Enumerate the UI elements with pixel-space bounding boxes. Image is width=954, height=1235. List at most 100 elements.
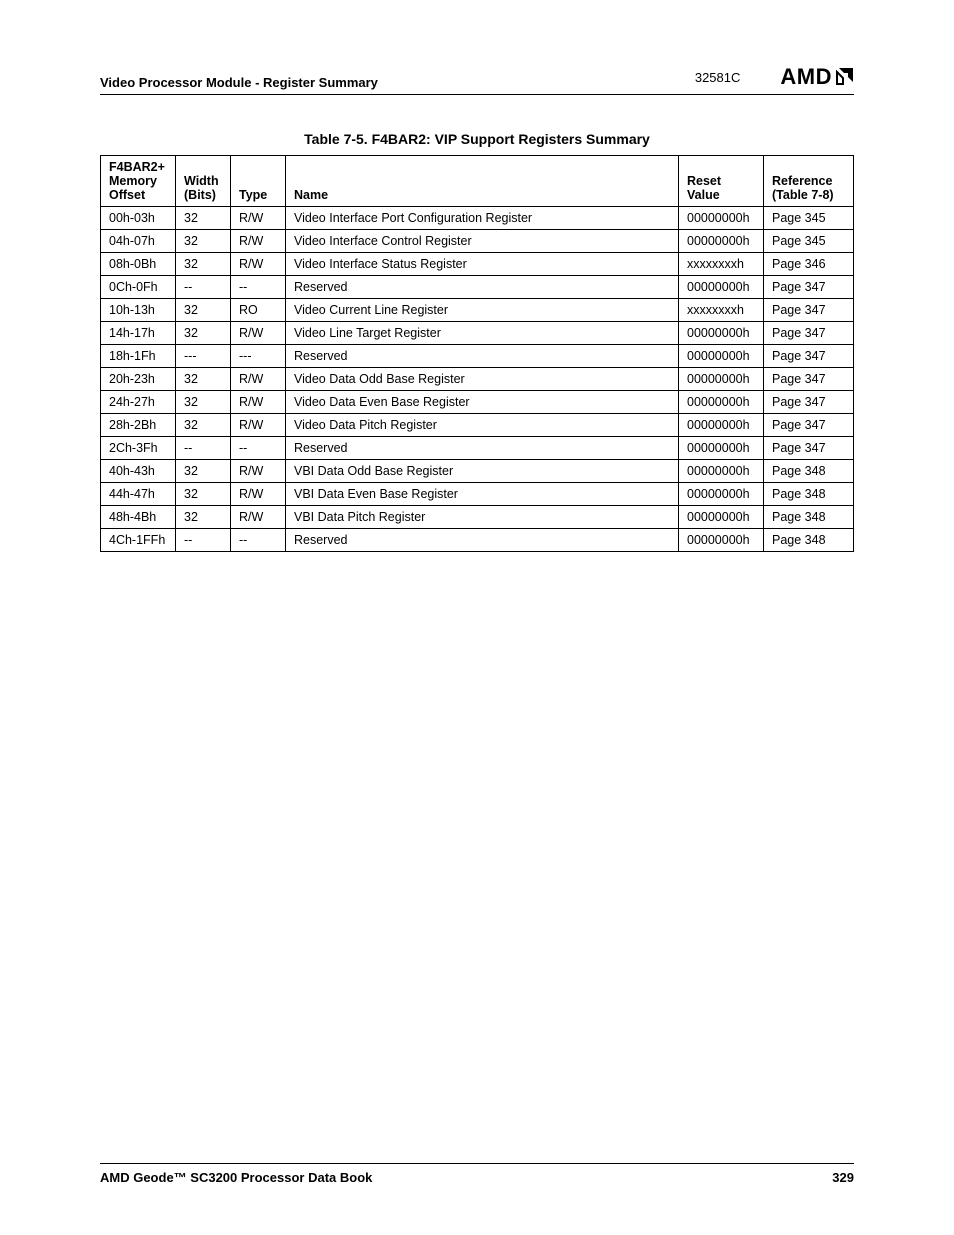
table-row: 40h-43h32R/WVBI Data Odd Base Register00… (101, 460, 854, 483)
cell-name: Video Interface Status Register (286, 253, 679, 276)
footer-page-number: 329 (832, 1170, 854, 1185)
cell-ref: Page 347 (764, 437, 854, 460)
cell-offset: 24h-27h (101, 391, 176, 414)
cell-width: 32 (176, 253, 231, 276)
cell-offset: 40h-43h (101, 460, 176, 483)
table-row: 44h-47h32R/WVBI Data Even Base Register0… (101, 483, 854, 506)
cell-reset: 00000000h (679, 322, 764, 345)
cell-width: 32 (176, 368, 231, 391)
cell-offset: 04h-07h (101, 230, 176, 253)
cell-width: 32 (176, 322, 231, 345)
register-table: F4BAR2+ Memory Offset Width (Bits) Type … (100, 155, 854, 552)
cell-ref: Page 348 (764, 529, 854, 552)
cell-width: 32 (176, 483, 231, 506)
cell-name: Reserved (286, 276, 679, 299)
cell-offset: 2Ch-3Fh (101, 437, 176, 460)
table-row: 08h-0Bh32R/WVideo Interface Status Regis… (101, 253, 854, 276)
table-row: 20h-23h32R/WVideo Data Odd Base Register… (101, 368, 854, 391)
table-row: 48h-4Bh32R/WVBI Data Pitch Register00000… (101, 506, 854, 529)
cell-width: 32 (176, 460, 231, 483)
table-row: 00h-03h32R/WVideo Interface Port Configu… (101, 207, 854, 230)
cell-ref: Page 348 (764, 483, 854, 506)
cell-type: R/W (231, 414, 286, 437)
footer-book-title: AMD Geode™ SC3200 Processor Data Book (100, 1170, 372, 1185)
cell-width: 32 (176, 391, 231, 414)
cell-offset: 20h-23h (101, 368, 176, 391)
cell-type: RO (231, 299, 286, 322)
cell-reset: 00000000h (679, 207, 764, 230)
cell-offset: 10h-13h (101, 299, 176, 322)
col-offset: F4BAR2+ Memory Offset (101, 156, 176, 207)
cell-reset: 00000000h (679, 391, 764, 414)
cell-reset: 00000000h (679, 506, 764, 529)
page-footer: AMD Geode™ SC3200 Processor Data Book 32… (100, 1163, 854, 1185)
table-row: 10h-13h32ROVideo Current Line Registerxx… (101, 299, 854, 322)
amd-logo-text: AMD (780, 64, 832, 90)
cell-name: Video Interface Port Configuration Regis… (286, 207, 679, 230)
cell-ref: Page 347 (764, 414, 854, 437)
amd-logo: AMD (780, 64, 854, 90)
cell-width: 32 (176, 414, 231, 437)
cell-offset: 44h-47h (101, 483, 176, 506)
cell-reset: 00000000h (679, 230, 764, 253)
cell-ref: Page 345 (764, 207, 854, 230)
cell-reset: 00000000h (679, 460, 764, 483)
cell-name: Video Data Even Base Register (286, 391, 679, 414)
header-section-title: Video Processor Module - Register Summar… (100, 75, 378, 90)
col-name: Name (286, 156, 679, 207)
cell-type: -- (231, 276, 286, 299)
cell-type: R/W (231, 391, 286, 414)
cell-width: 32 (176, 506, 231, 529)
table-row: 4Ch-1FFh----Reserved00000000hPage 348 (101, 529, 854, 552)
cell-offset: 4Ch-1FFh (101, 529, 176, 552)
cell-ref: Page 347 (764, 322, 854, 345)
table-caption: Table 7-5. F4BAR2: VIP Support Registers… (100, 131, 854, 147)
cell-ref: Page 347 (764, 276, 854, 299)
table-row: 14h-17h32R/WVideo Line Target Register00… (101, 322, 854, 345)
cell-name: Video Current Line Register (286, 299, 679, 322)
cell-ref: Page 346 (764, 253, 854, 276)
table-row: 2Ch-3Fh----Reserved00000000hPage 347 (101, 437, 854, 460)
col-ref: Reference (Table 7-8) (764, 156, 854, 207)
cell-name: Reserved (286, 437, 679, 460)
cell-type: -- (231, 437, 286, 460)
cell-type: R/W (231, 230, 286, 253)
cell-type: R/W (231, 460, 286, 483)
table-row: 28h-2Bh32R/WVideo Data Pitch Register000… (101, 414, 854, 437)
cell-ref: Page 347 (764, 391, 854, 414)
table-row: 0Ch-0Fh----Reserved00000000hPage 347 (101, 276, 854, 299)
table-row: 04h-07h32R/WVideo Interface Control Regi… (101, 230, 854, 253)
header-doc-number: 32581C (695, 70, 741, 85)
table-header-row: F4BAR2+ Memory Offset Width (Bits) Type … (101, 156, 854, 207)
cell-offset: 08h-0Bh (101, 253, 176, 276)
cell-name: Video Interface Control Register (286, 230, 679, 253)
cell-name: Video Data Odd Base Register (286, 368, 679, 391)
cell-reset: 00000000h (679, 345, 764, 368)
cell-width: 32 (176, 207, 231, 230)
cell-ref: Page 348 (764, 506, 854, 529)
cell-name: Reserved (286, 529, 679, 552)
cell-name: VBI Data Pitch Register (286, 506, 679, 529)
cell-name: Video Line Target Register (286, 322, 679, 345)
cell-type: -- (231, 529, 286, 552)
header-right: 32581C AMD (695, 64, 854, 90)
cell-ref: Page 345 (764, 230, 854, 253)
cell-width: -- (176, 437, 231, 460)
cell-width: -- (176, 529, 231, 552)
cell-offset: 00h-03h (101, 207, 176, 230)
cell-ref: Page 347 (764, 299, 854, 322)
cell-reset: 00000000h (679, 483, 764, 506)
cell-reset: 00000000h (679, 529, 764, 552)
cell-type: R/W (231, 322, 286, 345)
cell-offset: 18h-1Fh (101, 345, 176, 368)
cell-name: VBI Data Odd Base Register (286, 460, 679, 483)
cell-width: -- (176, 276, 231, 299)
cell-type: R/W (231, 506, 286, 529)
table-row: 24h-27h32R/WVideo Data Even Base Registe… (101, 391, 854, 414)
table-row: 18h-1Fh------Reserved00000000hPage 347 (101, 345, 854, 368)
cell-offset: 48h-4Bh (101, 506, 176, 529)
cell-offset: 14h-17h (101, 322, 176, 345)
cell-reset: 00000000h (679, 437, 764, 460)
cell-offset: 28h-2Bh (101, 414, 176, 437)
cell-type: --- (231, 345, 286, 368)
